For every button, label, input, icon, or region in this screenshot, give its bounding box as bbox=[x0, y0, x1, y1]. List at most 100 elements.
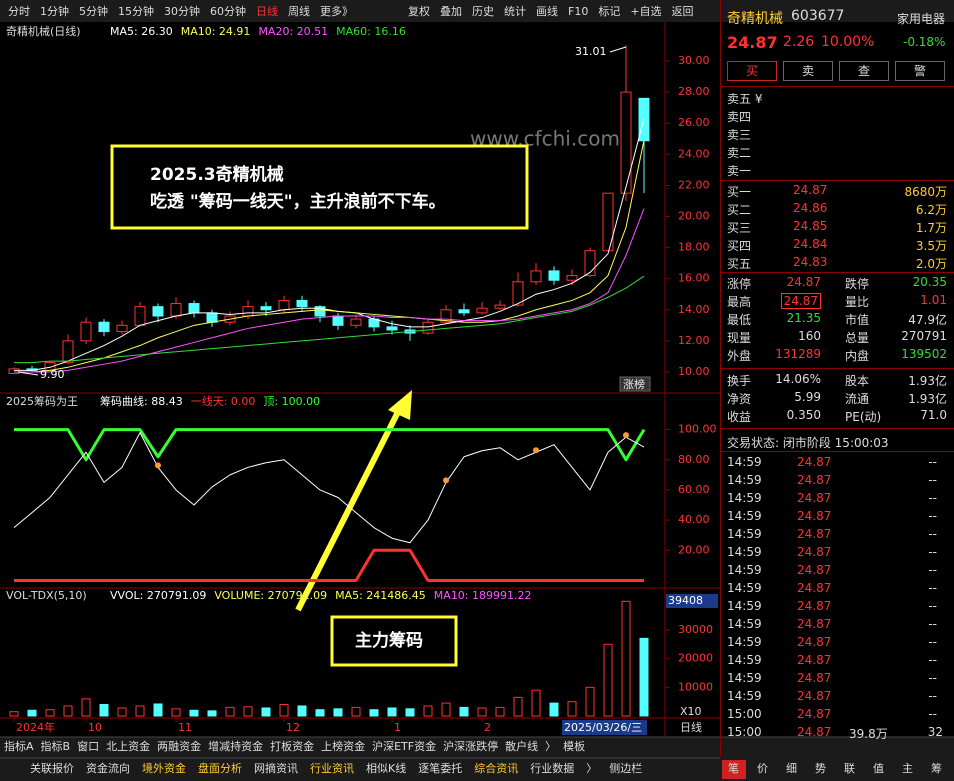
trade-cell: 14:59 bbox=[727, 653, 762, 667]
bottom-tab[interactable]: 境外资金 bbox=[142, 761, 186, 775]
bottom-tab[interactable]: 盘面分析 bbox=[198, 761, 242, 775]
bottom-tab[interactable]: 沪深涨跌停 bbox=[443, 739, 498, 753]
toolbar-tab[interactable]: 复权 bbox=[408, 4, 430, 18]
bottom-tab[interactable]: 沪深ETF资金 bbox=[372, 739, 436, 753]
trade-button[interactable]: 警 bbox=[895, 61, 945, 81]
bottom-tab[interactable]: 两融资金 bbox=[157, 739, 201, 753]
toolbar-tab[interactable]: 标记 bbox=[598, 4, 620, 18]
bid-label: 买四 bbox=[727, 239, 752, 253]
stat-cell: 47.9亿 bbox=[908, 313, 947, 327]
bottom-tab[interactable]: 打板资金 bbox=[270, 739, 314, 753]
volume-bar bbox=[261, 707, 271, 717]
stat-cell: 总量 bbox=[845, 331, 870, 345]
chart-title: 奇精机械(日线) bbox=[6, 24, 81, 38]
trade-cell: 14:59 bbox=[727, 563, 762, 577]
arrow-head bbox=[388, 390, 412, 420]
bottom-tab[interactable]: 散户线 bbox=[505, 739, 538, 753]
bottom-tab[interactable]: 模板 bbox=[563, 739, 585, 753]
side-tab[interactable]: 价 bbox=[757, 762, 768, 775]
bottom-tab[interactable]: 侧边栏 bbox=[609, 761, 642, 775]
toolbar-tab[interactable]: 返回 bbox=[672, 5, 694, 18]
candle-body bbox=[278, 299, 290, 311]
ask-label: 卖三 bbox=[727, 128, 752, 142]
trade-cell: 24.87 bbox=[797, 563, 832, 577]
stat-cell: 1.93亿 bbox=[908, 374, 947, 388]
period-label: 日线 bbox=[680, 720, 702, 734]
side-tab[interactable]: 细 bbox=[786, 762, 797, 775]
toolbar-tab[interactable]: F10 bbox=[568, 5, 588, 18]
toolbar-tab[interactable]: 5分钟 bbox=[79, 4, 108, 18]
bottom-tab[interactable]: 〉 bbox=[586, 762, 597, 775]
volume-bar bbox=[81, 698, 91, 717]
bottom-tab[interactable]: 网摘资讯 bbox=[254, 761, 298, 775]
toolbar-tab[interactable]: 统计 bbox=[504, 5, 526, 18]
stat-cell: 21.35 bbox=[786, 311, 821, 325]
trade-button[interactable]: 买 bbox=[727, 61, 777, 81]
legend-entry: MA60: 16.16 bbox=[336, 25, 406, 38]
trade-cell: 24.87 bbox=[797, 617, 832, 631]
toolbar-tab[interactable]: 分时 bbox=[8, 5, 30, 18]
volume-bar bbox=[333, 708, 343, 717]
side-tab[interactable]: 势 bbox=[815, 762, 826, 775]
stat-cell: 最高 bbox=[727, 295, 752, 309]
bottom-tab[interactable]: 增减持资金 bbox=[208, 739, 263, 753]
candle-body bbox=[98, 321, 110, 333]
ask-label: 卖二 bbox=[727, 146, 752, 160]
bottom-tab[interactable]: 综合资讯 bbox=[474, 761, 518, 775]
bottom-tab[interactable]: 指标A bbox=[4, 739, 34, 753]
toolbar-tab[interactable]: 1分钟 bbox=[40, 4, 69, 18]
bottom-tab[interactable]: 相似K线 bbox=[366, 761, 406, 775]
trade-cell: -- bbox=[928, 509, 937, 523]
trade-cell: 24.87 bbox=[797, 509, 832, 523]
bottom-tab[interactable]: 逐笔委托 bbox=[418, 761, 462, 775]
toolbar-tab[interactable]: 画线 bbox=[536, 4, 558, 18]
side-tab[interactable]: 笔 bbox=[728, 761, 739, 775]
side-tab[interactable]: 筹 bbox=[931, 761, 942, 775]
bottom-tab[interactable]: 窗口 bbox=[77, 739, 99, 753]
toolbar-tab[interactable]: 叠加 bbox=[440, 5, 462, 18]
bottom-tab[interactable]: 北上资金 bbox=[106, 739, 150, 753]
ma-line bbox=[14, 275, 645, 364]
side-tab[interactable]: 联 bbox=[844, 762, 855, 775]
side-tab[interactable]: 主 bbox=[902, 762, 913, 775]
side-tab[interactable]: 值 bbox=[873, 762, 884, 775]
legend-entry: VVOL: 270791.09 bbox=[110, 589, 206, 602]
bottom-tab[interactable]: 资金流向 bbox=[86, 761, 130, 775]
note-line: 2025.3奇精机械 bbox=[150, 164, 284, 185]
trade-cell: -- bbox=[928, 617, 937, 631]
y-tick-label: 30.00 bbox=[678, 54, 710, 67]
toolbar-tab[interactable]: 15分钟 bbox=[118, 4, 154, 18]
candle-body bbox=[314, 306, 326, 317]
y-tick-label: 20.00 bbox=[678, 543, 710, 556]
stat-cell: 160 bbox=[798, 329, 821, 343]
stat-cell: 市值 bbox=[845, 313, 870, 327]
volume-bar bbox=[549, 702, 559, 717]
bottom-tab[interactable]: 行业资讯 bbox=[310, 762, 354, 775]
trade-button[interactable]: 卖 bbox=[783, 61, 833, 81]
bottom-tab[interactable]: 行业数据 bbox=[530, 761, 574, 775]
toolbar-tab[interactable]: +自选 bbox=[630, 5, 661, 18]
volume-bar bbox=[243, 706, 253, 717]
toolbar-tab[interactable]: 周线 bbox=[288, 4, 310, 18]
toolbar-tab[interactable]: 历史 bbox=[472, 5, 494, 18]
trade-button[interactable]: 查 bbox=[839, 61, 889, 81]
badge: 涨榜 bbox=[623, 377, 645, 391]
volume-bar bbox=[225, 706, 235, 717]
candle-body bbox=[206, 312, 218, 323]
volume-bar bbox=[603, 643, 613, 717]
bottom-tab[interactable]: 〉 bbox=[545, 740, 556, 753]
toolbar-tab[interactable]: 30分钟 bbox=[164, 4, 200, 18]
trade-cell: 32 bbox=[927, 725, 943, 739]
toolbar-tab[interactable]: 更多》 bbox=[320, 4, 353, 18]
candle-body bbox=[602, 192, 614, 252]
volume-bar bbox=[585, 686, 595, 717]
trade-cell: 14:59 bbox=[727, 671, 762, 685]
bottom-tab[interactable]: 指标B bbox=[41, 739, 71, 753]
candle-body bbox=[242, 306, 254, 317]
toolbar-tab[interactable]: 60分钟 bbox=[210, 4, 246, 18]
bottom-tab[interactable]: 上榜资金 bbox=[321, 739, 365, 753]
toolbar-tab[interactable]: 日线 bbox=[256, 4, 278, 18]
trade-cell: 24.87 bbox=[797, 653, 832, 667]
unit-label: X10 bbox=[680, 705, 702, 718]
bottom-tab[interactable]: 关联报价 bbox=[30, 761, 74, 775]
